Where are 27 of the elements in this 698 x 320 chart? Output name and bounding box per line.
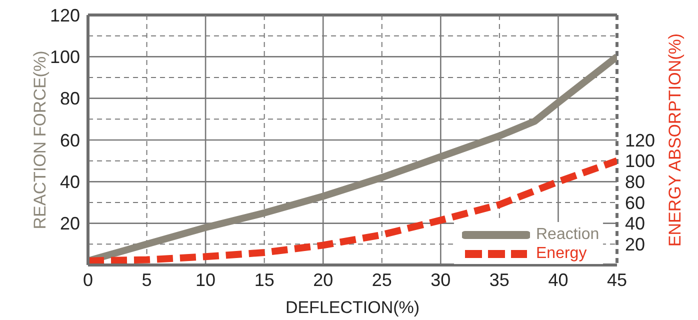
y-tick-label: 20 [60, 214, 80, 234]
x-tick-label: 40 [548, 270, 568, 290]
y-tick-label: 100 [50, 47, 80, 68]
y-tick-label: 40 [60, 172, 80, 192]
y2-tick-label: 40 [625, 214, 646, 234]
y2-tick-label: 60 [625, 192, 646, 213]
y2-tick-label: 80 [625, 172, 646, 192]
x-tick-label: 10 [196, 270, 216, 290]
x-tick-label: 15 [254, 270, 274, 290]
legend-label: Reaction [536, 226, 600, 244]
y-tick-label: 60 [60, 130, 80, 150]
x-tick-label: 5 [142, 270, 152, 290]
x-tick-label: 0 [82, 270, 94, 290]
y2-tick-label: 20 [625, 234, 646, 255]
legend-label: Energy [536, 244, 587, 262]
x-tick-label: 35 [489, 270, 510, 290]
x-tick-label: 45 [606, 270, 628, 290]
y2-axis-title: ENERGY ABSORPTION(%) [666, 33, 684, 247]
y2-tick-label: 120 [625, 130, 656, 150]
x-tick-label: 25 [372, 270, 392, 290]
y-axis-title: REACTION FORCE(%) [30, 50, 50, 230]
x-axis-title: DEFLECTION(%) [285, 298, 420, 317]
y-tick-label: 120 [50, 5, 80, 26]
x-tick-label: 20 [313, 270, 334, 290]
x-tick-label: 30 [430, 270, 451, 290]
y-tick-label: 80 [60, 88, 80, 109]
y2-tick-label: 100 [625, 151, 656, 172]
